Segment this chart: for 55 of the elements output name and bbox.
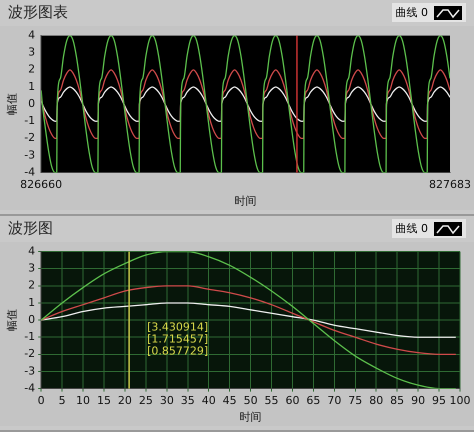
y-tick-label: 0 bbox=[28, 312, 36, 326]
line-series bbox=[41, 285, 456, 355]
x-tick-label: 95 bbox=[432, 394, 446, 408]
x-tick-label: 65 bbox=[306, 394, 320, 408]
line-series bbox=[41, 252, 456, 389]
x-tick-label: 826660 bbox=[20, 178, 62, 192]
x-tick-label: 60 bbox=[285, 394, 300, 408]
x-tick-label: 5 bbox=[58, 394, 66, 408]
y-tick-label: 2 bbox=[28, 62, 36, 76]
x-tick-label: 80 bbox=[369, 394, 384, 408]
y-tick-label: -3 bbox=[24, 364, 36, 378]
x-tick-label: 75 bbox=[348, 394, 362, 408]
x-tick-label: 0 bbox=[38, 394, 45, 408]
y-tick-label: -4 bbox=[24, 165, 36, 178]
x-tick-label: 85 bbox=[390, 394, 404, 408]
y-tick-label: 3 bbox=[28, 262, 36, 275]
y-tick-label: 1 bbox=[28, 80, 36, 93]
x-tick-label: 90 bbox=[411, 394, 426, 408]
x-tick-label: 40 bbox=[202, 394, 216, 408]
y-tick-label: 1 bbox=[28, 296, 36, 309]
y-tick-label: -2 bbox=[24, 131, 36, 144]
chart-title: 波形图表 bbox=[8, 3, 68, 22]
y-tick-label: -4 bbox=[24, 381, 36, 394]
y-tick-label: -2 bbox=[24, 347, 36, 360]
legend-label: 曲线 0 bbox=[396, 5, 428, 20]
x-tick-label: 70 bbox=[327, 394, 342, 408]
x-tick-label: 55 bbox=[264, 394, 279, 408]
x-axis-title: 时间 bbox=[234, 194, 257, 208]
y-tick-label: 3 bbox=[28, 46, 36, 59]
annotation: [3.430914] bbox=[147, 320, 208, 334]
y-tick-label: -1 bbox=[24, 114, 36, 128]
x-tick-label: 35 bbox=[180, 394, 195, 408]
x-tick-label: 30 bbox=[160, 394, 174, 408]
x-tick-label: 20 bbox=[118, 394, 132, 408]
annotation: [0.857729] bbox=[147, 344, 208, 358]
x-tick-label: 25 bbox=[138, 394, 153, 408]
y-tick-label: 2 bbox=[28, 278, 36, 292]
legend-label: 曲线 0 bbox=[396, 221, 428, 236]
x-tick-label: 10 bbox=[76, 394, 90, 408]
annotation: [1.715457] bbox=[147, 332, 208, 346]
y-tick-label: -3 bbox=[24, 148, 36, 162]
y-tick-label: 4 bbox=[28, 28, 36, 42]
x-axis-title: 时间 bbox=[240, 410, 262, 424]
x-tick-label: 45 bbox=[222, 394, 237, 408]
y-tick-label: 4 bbox=[28, 244, 36, 258]
y-axis-title: 幅值 bbox=[5, 309, 18, 332]
line-series bbox=[41, 36, 450, 173]
x-tick-label: 50 bbox=[244, 394, 258, 408]
y-tick-label: 0 bbox=[28, 96, 36, 110]
x-tick-label: 100 bbox=[450, 394, 470, 408]
x-tick-label: 827683 bbox=[429, 178, 472, 192]
y-tick-label: -1 bbox=[24, 330, 36, 344]
x-tick-label: 15 bbox=[96, 394, 111, 408]
y-axis-title: 幅值 bbox=[5, 93, 18, 116]
chart-title: 波形图 bbox=[8, 219, 53, 238]
